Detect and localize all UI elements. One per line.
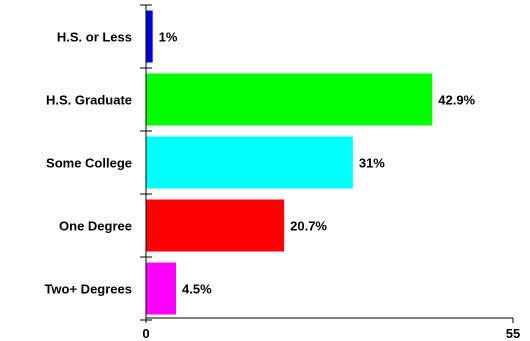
- category-label: Some College: [46, 156, 132, 171]
- bar: [146, 262, 177, 315]
- bar: [146, 136, 353, 189]
- labels-layer: 0 55 H.S. or Less 1% H.S. Graduate 42.9% Some …: [44, 30, 520, 341]
- category-label: H.S. Graduate: [46, 93, 132, 108]
- data-label: 1%: [159, 30, 178, 45]
- data-label: 42.9%: [438, 93, 475, 108]
- category-label: H.S. or Less: [57, 30, 132, 45]
- ticks-layer: [140, 4, 514, 323]
- x-tick-label: 0: [142, 326, 149, 341]
- x-tick-label: 55: [506, 326, 520, 341]
- data-label: 31%: [359, 156, 385, 171]
- data-label: 20.7%: [290, 219, 327, 234]
- bar: [146, 199, 285, 252]
- bars-layer: [146, 10, 433, 315]
- category-label: One Degree: [59, 219, 132, 234]
- category-label: Two+ Degrees: [44, 282, 132, 297]
- bar: [146, 10, 153, 63]
- data-label: 4.5%: [182, 282, 212, 297]
- bar: [146, 73, 433, 126]
